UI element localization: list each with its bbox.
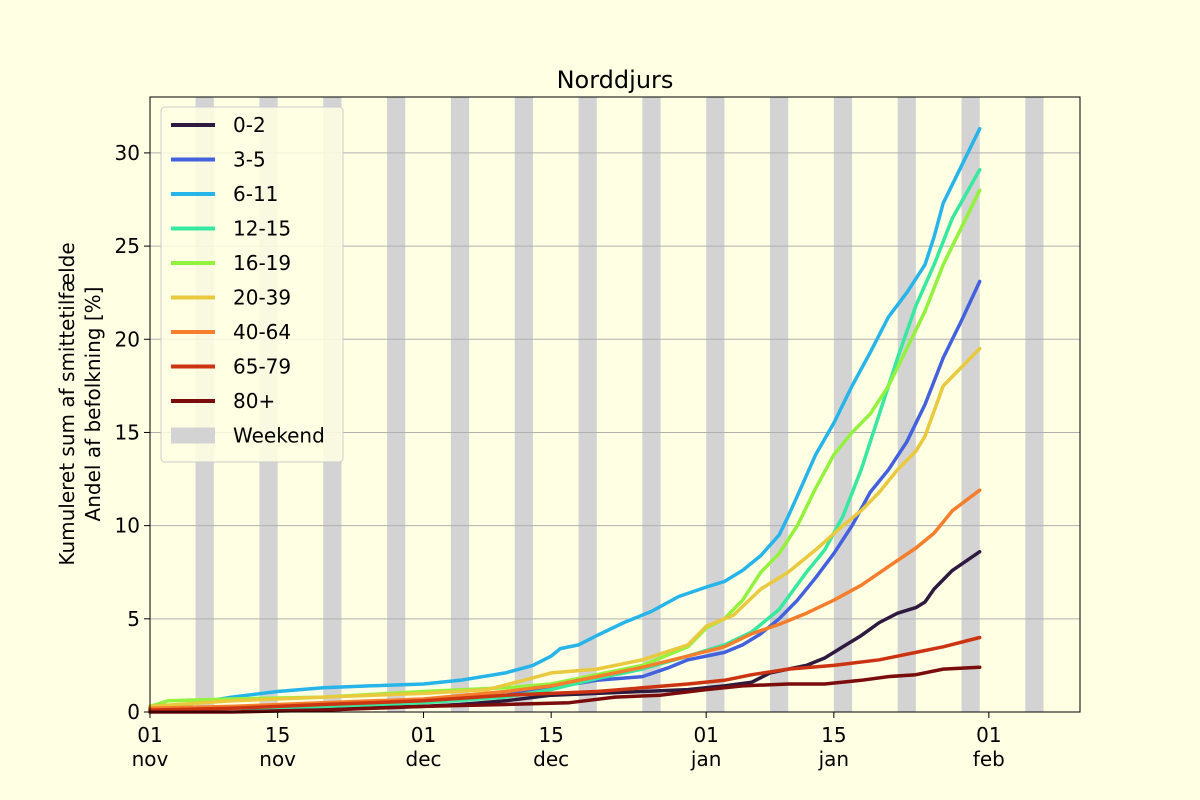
x-tick-month-2: dec [406,747,442,771]
x-tick-month-5: jan [818,747,850,771]
legend-label-weekend: Weekend [233,424,325,448]
series-line-6-11 [148,126,982,711]
series-line-40-64 [148,488,982,711]
legend-label-16-19: 16-19 [233,251,291,275]
series-lines [148,126,982,714]
legend-label-6-11: 6-11 [233,182,278,206]
y-axis-label: Kumuleret sum af smittetilfælde Andel af… [55,242,105,565]
weekend-band-4 [450,97,470,712]
y-tick-label-3: 15 [115,420,140,444]
weekend-band-12 [961,97,980,712]
x-tick-day-4: 01 [693,723,718,747]
y-tick-label-2: 10 [115,514,140,538]
legend-label-12-15: 12-15 [233,217,291,241]
legend-label-80+: 80+ [233,389,275,413]
series-line-65-79 [148,635,982,712]
legend-label-20-39: 20-39 [233,286,291,310]
x-tick-day-1: 15 [265,723,290,747]
weekend-band-13 [1025,97,1044,712]
legend: 0-2 3-5 6-11 12-15 16-19 20-39 40-64 65-79 80+ We… [160,106,344,463]
x-tick-day-2: 01 [411,723,436,747]
legend-swatch-weekend [171,427,215,444]
weekend-band-8 [706,97,725,712]
chart-title: Norddjurs [557,66,674,94]
series-line-12-15 [148,167,982,712]
weekend-band-6 [578,97,597,712]
weekend-band-7 [642,97,661,712]
axes: 05101520253001nov15nov01dec15dec01jan15j… [115,96,1081,771]
y-tick-label-5: 25 [115,234,140,258]
x-tick-day-5: 15 [821,723,846,747]
series-line-80+ [148,665,982,714]
weekend-band-3 [387,97,406,712]
legend-label-40-64: 40-64 [233,320,291,344]
legend-label-3-5: 3-5 [233,148,266,172]
weekend-band-11 [897,97,916,712]
weekend-band-5 [514,97,533,712]
legend-label-0-2: 0-2 [233,113,266,137]
x-tick-day-6: 01 [976,723,1001,747]
y-tick-label-4: 20 [115,327,140,351]
y-axis-label-line1: Kumuleret sum af smittetilfælde [55,242,79,565]
x-tick-day-3: 15 [538,723,563,747]
y-tick-label-0: 0 [127,700,140,724]
x-tick-day-0: 01 [137,723,162,747]
y-tick-label-6: 30 [115,141,140,165]
x-tick-month-6: feb [973,747,1005,771]
series-line-20-39 [148,346,982,709]
x-tick-month-0: nov [132,747,169,771]
legend-label-65-79: 65-79 [233,355,291,379]
x-tick-month-3: dec [533,747,569,771]
axes-frame [149,96,1081,713]
y-tick-label-1: 5 [127,607,140,631]
x-tick-month-1: nov [259,747,296,771]
y-axis-label-line2: Andel af befolkning [%] [81,287,105,522]
x-tick-month-4: jan [690,747,722,771]
